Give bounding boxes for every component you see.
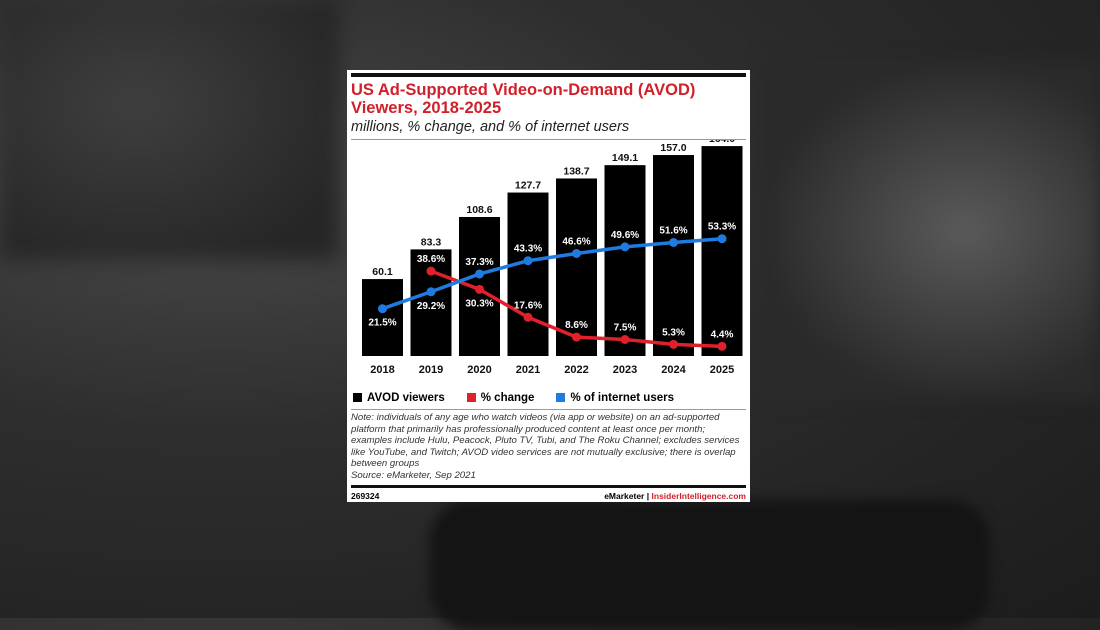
point-label: 8.6% <box>565 320 588 331</box>
chart-id: 269324 <box>351 491 380 501</box>
bar-value-label: 108.6 <box>466 204 492 216</box>
bar-value-label: 83.3 <box>421 236 442 248</box>
series-line-2 <box>381 236 723 311</box>
bar-value-label: 127.7 <box>515 180 541 192</box>
bar-value-label: 157.0 <box>660 142 686 154</box>
point-label: 17.6% <box>514 300 542 311</box>
background-blur <box>0 0 340 260</box>
x-tick-label: 2018 <box>370 364 394 376</box>
bar <box>362 279 403 356</box>
data-point <box>475 284 484 294</box>
legend-item-internet: % of internet users <box>556 392 674 404</box>
point-label: 30.3% <box>465 298 493 309</box>
chart-card: US Ad-Supported Video-on-Demand (AVOD) V… <box>347 70 750 502</box>
divider <box>351 139 746 140</box>
point-label: 46.6% <box>562 236 590 247</box>
legend-label: % of internet users <box>570 392 674 404</box>
bar-value-label: 60.1 <box>372 266 393 278</box>
data-point <box>426 287 436 297</box>
data-point <box>378 304 387 314</box>
source-text: Source: eMarketer, Sep 2021 <box>351 469 476 481</box>
data-point <box>426 266 436 276</box>
x-tick-label: 2023 <box>613 364 637 376</box>
point-label: 5.3% <box>662 327 685 338</box>
bar-value-label: 164.0 <box>709 140 735 145</box>
data-point <box>620 335 630 344</box>
data-point <box>572 332 581 342</box>
background-remote <box>430 500 990 630</box>
point-label: 21.5% <box>368 318 396 329</box>
legend-item-change: % change <box>466 392 535 404</box>
point-label: 37.3% <box>465 257 493 268</box>
footer: 269324 eMarketer | InsiderIntelligence.c… <box>351 485 746 501</box>
note-text: Note: individuals of any age who watch v… <box>351 412 740 469</box>
data-point <box>717 234 727 244</box>
bar-value-label: 138.7 <box>563 165 589 177</box>
legend-swatch <box>466 393 476 402</box>
x-tick-label: 2020 <box>467 364 491 376</box>
brand-separator: | <box>646 491 650 501</box>
x-tick-label: 2025 <box>710 364 734 376</box>
point-label: 29.2% <box>417 301 445 312</box>
chart-title: US Ad-Supported Video-on-Demand (AVOD) V… <box>351 81 696 117</box>
point-label: 43.3% <box>514 244 542 255</box>
point-label: 7.5% <box>614 323 637 334</box>
legend-item-avod: AVOD viewers <box>353 392 445 404</box>
bar <box>701 146 743 356</box>
point-label: 53.3% <box>708 222 736 233</box>
bar <box>604 165 646 356</box>
data-point <box>523 256 533 266</box>
point-label: 51.6% <box>659 225 687 236</box>
top-rule <box>351 73 746 77</box>
x-tick-label: 2022 <box>564 364 588 376</box>
data-point <box>669 237 678 247</box>
data-point <box>669 339 678 349</box>
data-point <box>717 341 727 351</box>
legend: AVOD viewers % change % of internet user… <box>351 392 746 404</box>
data-point <box>523 312 533 322</box>
x-tick-label: 2021 <box>516 364 540 376</box>
bar <box>507 192 549 356</box>
data-point <box>475 269 484 279</box>
legend-swatch <box>353 393 362 402</box>
x-tick-label: 2019 <box>419 364 443 376</box>
legend-label: AVOD viewers <box>367 392 445 404</box>
point-label: 49.6% <box>611 230 639 241</box>
bar <box>556 178 597 356</box>
chart-subtitle: millions, % change, and % of internet us… <box>351 119 630 135</box>
bar-value-label: 149.1 <box>612 152 638 164</box>
data-point <box>620 242 630 252</box>
legend-label: % change <box>480 392 535 404</box>
point-label: 38.6% <box>417 254 445 265</box>
x-tick-label: 2024 <box>661 364 686 376</box>
brand-insider: InsiderIntelligence.com <box>651 491 746 501</box>
bar <box>653 155 694 356</box>
data-point <box>572 248 581 258</box>
background-blur <box>760 60 1100 400</box>
chart-plot: 60.1 2018 83.3 2019 108.6 2020 127.7 2021 138.7 2… <box>362 140 743 376</box>
brand: eMarketer | InsiderIntelligence.com <box>604 491 746 501</box>
legend-swatch <box>556 393 566 402</box>
brand-emarketer: eMarketer <box>604 491 645 501</box>
point-label: 4.4% <box>711 329 734 340</box>
note: Note: individuals of any age who watch v… <box>351 409 746 481</box>
